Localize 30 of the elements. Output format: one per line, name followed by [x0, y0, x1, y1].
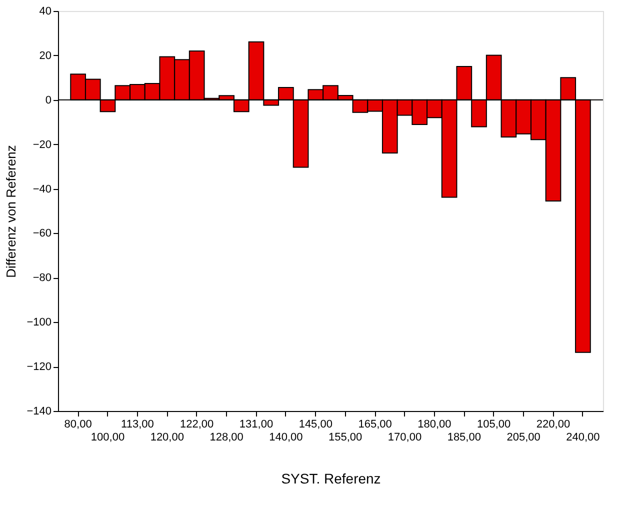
x-tick-label: 205,00 — [506, 432, 540, 444]
x-tick-label: 140,00 — [269, 432, 303, 444]
x-tick-label: 131,00 — [239, 418, 274, 430]
x-tick-label: 105,00 — [477, 418, 511, 430]
y-axis-title: Differenz von Referenz — [4, 145, 19, 278]
y-tick-label: −80 — [32, 272, 52, 284]
x-tick-label: 80,00 — [64, 418, 92, 430]
x-tick-label: 180,00 — [418, 418, 452, 430]
x-tick-label: 165,00 — [358, 418, 392, 430]
y-tick-label: −60 — [32, 228, 52, 240]
y-tick-label: −20 — [32, 138, 52, 151]
x-axis-title: SYST. Referenz — [281, 470, 381, 486]
x-tick-label: 120,00 — [150, 432, 184, 444]
y-tick-label: −140 — [26, 406, 52, 418]
x-tick-label: 122,00 — [180, 418, 214, 430]
x-tick-label: 240,00 — [566, 432, 600, 444]
x-tick-label: 185,00 — [447, 432, 481, 444]
x-tick-label: 128,00 — [210, 432, 244, 444]
x-tick-label: 155,00 — [328, 432, 362, 444]
y-tick-label: −100 — [26, 316, 52, 329]
x-tick-label: 145,00 — [298, 418, 332, 430]
y-tick-label: −120 — [26, 361, 52, 374]
y-tick-label: 20 — [39, 50, 52, 62]
y-tick-label: 40 — [39, 6, 52, 18]
x-tick-label: 113,00 — [121, 418, 154, 430]
y-tick-label: 0 — [45, 94, 52, 106]
x-tick-label: 100,00 — [90, 432, 125, 444]
x-tick-label: 170,00 — [388, 432, 422, 444]
x-tick-label: 220,00 — [536, 418, 570, 430]
y-tick-label: −40 — [32, 183, 52, 196]
